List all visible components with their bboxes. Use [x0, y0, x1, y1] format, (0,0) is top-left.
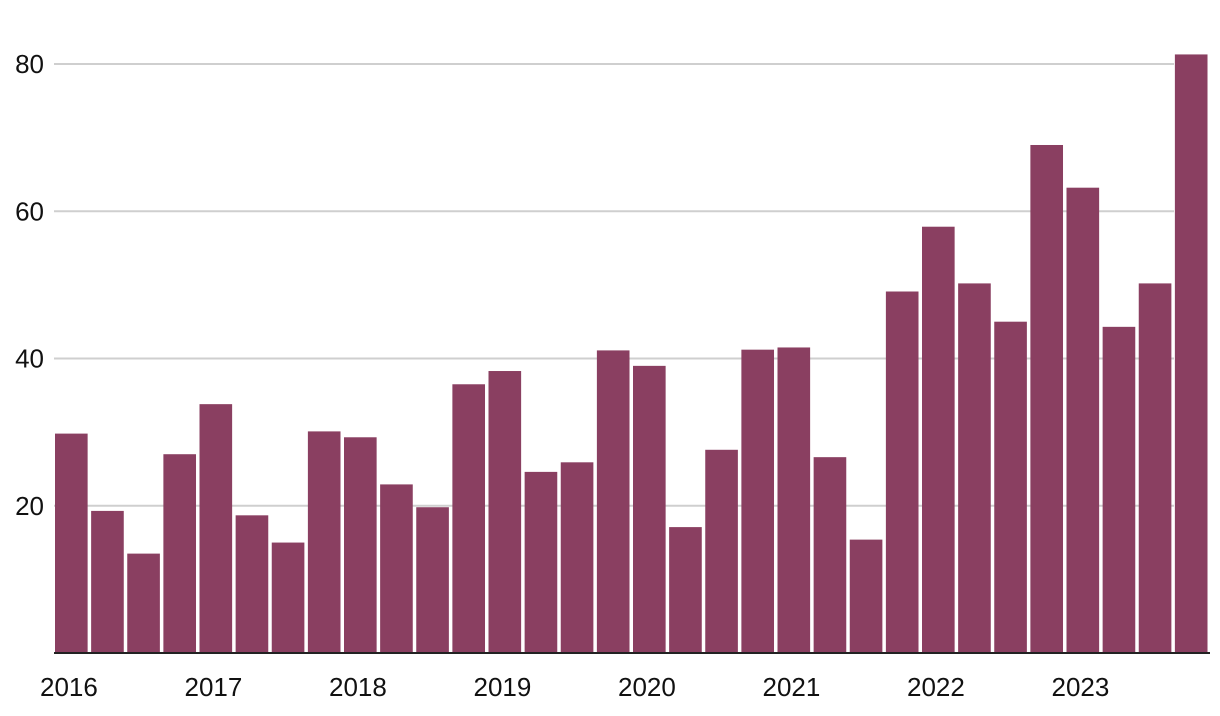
bar: 2023 Q1: 63.2 [1066, 187, 1100, 653]
bar: 2023 Q3: 50.2 [1138, 283, 1172, 653]
y-tick-label: 20 [15, 491, 44, 521]
bar: 2022 Q1: 57.9 [922, 226, 955, 653]
bar: 2020 Q3: 27.6 [705, 449, 738, 653]
bar: 2021 Q3: 15.4 [849, 539, 883, 653]
bar: 2016 Q1: 29.8 [55, 433, 88, 653]
bar: 2022 Q4: 69 [1030, 144, 1064, 654]
bar: 2017 Q3: 15 [271, 542, 305, 653]
bar: 2021 Q2: 26.6 [813, 457, 847, 653]
bar: 2019 Q3: 25.9 [560, 462, 594, 653]
x-axis-ticks: 2016 2017 2018 2019 2020 2021 2022 2023 [40, 672, 1109, 702]
bar: 2018 Q1: 29.3 [344, 437, 377, 653]
bar: 2021 Q1: 41.5 [777, 347, 811, 653]
bar: 2023 Q4: 81.3 [1174, 54, 1208, 654]
x-tick-label: 2022 [907, 672, 965, 702]
x-tick-label: 2019 [474, 672, 532, 702]
bar: 2020 Q2: 17.1 [669, 527, 702, 653]
bar: 2017 Q4: 30.1 [307, 431, 341, 653]
x-tick-label: 2016 [40, 672, 98, 702]
bar: 2019 Q4: 41.1 [596, 350, 630, 653]
bar: 2017 Q2: 18.7 [235, 515, 269, 653]
bar: 2019 Q1: 38.3 [488, 371, 522, 653]
y-tick-label: 40 [15, 344, 44, 374]
bar: 2022 Q3: 45 [994, 321, 1027, 653]
bar: 2016 Q4: 27 [163, 454, 197, 653]
y-tick-label: 80 [15, 49, 44, 79]
y-axis-ticks: 20 40 60 80 [15, 49, 44, 521]
x-tick-label: 2018 [329, 672, 387, 702]
bar: 2021 Q4: 49.1 [885, 291, 919, 653]
x-tick-label: 2020 [618, 672, 676, 702]
bar: 2020 Q1: 39 [633, 365, 666, 653]
bar: 2018 Q4: 36.5 [452, 384, 486, 653]
bars: 2016 Q1: 29.82016 Q2: 19.32016 Q3: 13.52… [55, 54, 1208, 654]
bar: 2017 Q1: 33.8 [199, 404, 233, 653]
x-tick-label: 2021 [763, 672, 821, 702]
bar: 2018 Q2: 22.9 [380, 484, 413, 653]
bar: 2020 Q4: 41.2 [741, 349, 775, 653]
bar: 2019 Q2: 24.6 [524, 471, 558, 653]
bar: 2022 Q2: 50.2 [958, 283, 991, 653]
bar: 2023 Q2: 44.3 [1102, 326, 1136, 653]
bar: 2016 Q3: 13.5 [127, 553, 160, 653]
y-tick-label: 60 [15, 196, 44, 226]
bar: 2018 Q3: 19.8 [416, 507, 449, 653]
bar: 2016 Q2: 19.3 [91, 510, 124, 653]
x-tick-label: 2023 [1052, 672, 1110, 702]
x-tick-label: 2017 [185, 672, 243, 702]
